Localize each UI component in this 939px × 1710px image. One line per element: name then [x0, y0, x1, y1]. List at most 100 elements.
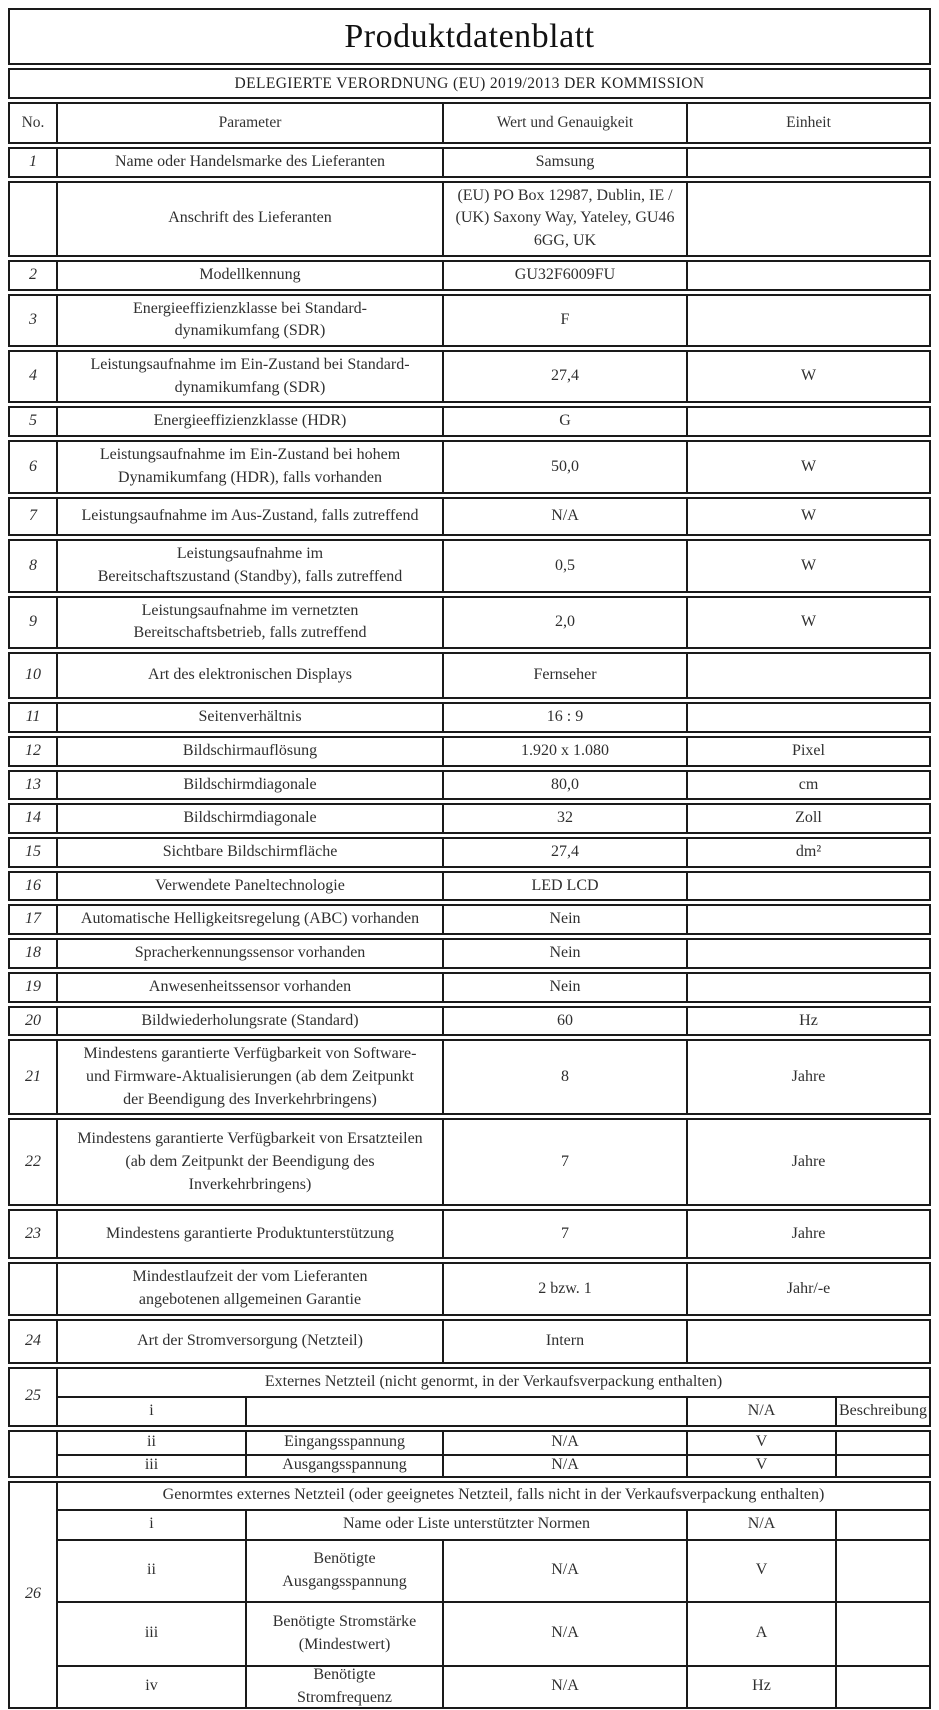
column-header-no: No. — [21, 114, 45, 131]
cell-parameter: Name oder Handelsmarke des Lieferanten — [56, 149, 442, 176]
table-row: 17 Automatische Helligkeitsregelung (ABC… — [8, 904, 931, 936]
cell-unit: Zoll — [686, 805, 929, 832]
cell-unit — [686, 940, 929, 967]
cell-value: (EU) PO Box 12987, Dublin, IE / (UK) Sax… — [442, 182, 686, 255]
cell-value: 2 bzw. 1 — [442, 1264, 686, 1314]
cell-sublabel: ii — [56, 1431, 245, 1454]
cell-parameter: Leistungsaufnahme im Ein-Zustand bei Sta… — [56, 352, 442, 402]
cell-no: 9 — [29, 612, 37, 630]
cell-parameter: Seitenverhältnis — [56, 704, 442, 731]
cell-unit: V — [686, 1431, 835, 1454]
cell-value: 0,5 — [442, 541, 686, 591]
cell-no: 12 — [25, 741, 41, 759]
cell-description — [835, 1664, 929, 1707]
cell-value: 8 — [442, 1041, 686, 1114]
cell-parameter: Spracherkennungssensor vorhanden — [56, 940, 442, 967]
cell-parameter: Bildschirmdiagonale — [56, 771, 442, 799]
cell-parameter: Benötigte Stromstärke (Mindestwert) — [245, 1600, 442, 1665]
cell-unit: Hz — [686, 1007, 929, 1035]
table-row: 11 Seitenverhältnis 16 : 9 — [8, 702, 931, 733]
cell-value: Samsung — [442, 149, 686, 176]
product-datasheet: Produktdatenblatt DELEGIERTE VERORDNUNG … — [8, 8, 931, 1709]
cell-unit: Jahre — [686, 1211, 929, 1258]
cell-no: 6 — [29, 457, 37, 475]
table-row: 15 Sichtbare Bildschirmfläche 27,4 dm² — [8, 836, 931, 868]
cell-no: 15 — [25, 842, 41, 860]
cell-parameter: Leistungsaufnahme im vernetzten Bereitsc… — [56, 597, 442, 648]
cell-unit — [686, 149, 929, 176]
cell-no: 7 — [29, 507, 37, 525]
cell-no: 11 — [25, 708, 41, 726]
cell-value: F — [442, 295, 686, 346]
cell-unit — [686, 261, 929, 289]
cell-unit — [686, 182, 929, 255]
cell-value: N/A — [686, 1395, 835, 1425]
cell-unit: Hz — [686, 1664, 835, 1707]
cell-unit: W — [686, 442, 929, 493]
cell-value: 60 — [442, 1007, 686, 1035]
cell-value: G — [442, 408, 686, 436]
cell-unit: W — [686, 541, 929, 591]
cell-parameter: Bildschirmdiagonale — [56, 805, 442, 832]
cell-unit: Jahre — [686, 1120, 929, 1205]
table-row: Anschrift des Lieferanten (EU) PO Box 12… — [8, 180, 931, 257]
cell-sublabel: iv — [56, 1664, 245, 1707]
cell-unit: V — [686, 1538, 835, 1601]
cell-unit: V — [686, 1453, 835, 1476]
cell-unit: Jahre — [686, 1041, 929, 1114]
cell-value: N/A — [442, 1453, 686, 1476]
cell-sublabel: ii — [56, 1538, 245, 1601]
cell-value: LED LCD — [442, 872, 686, 900]
cell-value: 80,0 — [442, 771, 686, 799]
cell-parameter: Mindestlaufzeit der vom Lieferanten ange… — [56, 1264, 442, 1314]
table-row: 22 Mindestens garantierte Verfügbarkeit … — [8, 1118, 931, 1207]
cell-unit — [686, 872, 929, 900]
table-row: 8 Leistungsaufnahme im Bereitschaftszust… — [8, 539, 931, 593]
cell-no: 16 — [25, 876, 41, 894]
cell-parameter: Mindestens garantierte Verfügbarkeit von… — [56, 1041, 442, 1114]
cell-parameter: Leistungsaufnahme im Ein-Zustand bei hoh… — [56, 442, 442, 493]
table-row: 18 Spracherkennungssensor vorhanden Nein — [8, 938, 931, 969]
cell-parameter: Eingangsspannung — [245, 1431, 442, 1454]
cell-value: 32 — [442, 805, 686, 832]
cell-parameter: Energieeffizienzklasse bei Standard- dyn… — [56, 295, 442, 346]
cell-value: GU32F6009FU — [442, 261, 686, 289]
cell-no: 8 — [29, 556, 37, 574]
table-row: 21 Mindestens garantierte Verfügbarkeit … — [8, 1039, 931, 1116]
cell-parameter — [245, 1395, 686, 1425]
table-row: 16 Verwendete Paneltechnologie LED LCD — [8, 870, 931, 902]
cell-no — [10, 1432, 56, 1476]
cell-no: 4 — [29, 367, 37, 385]
cell-value: Nein — [442, 906, 686, 934]
cell-no: 21 — [25, 1067, 41, 1085]
cell-no — [10, 1264, 56, 1313]
column-header-row: No. Parameter Wert und Genauigkeit Einhe… — [8, 102, 931, 144]
cell-parameter: Benötigte Ausgangsspannung — [245, 1538, 442, 1601]
cell-value: Fernseher — [442, 654, 686, 698]
table-row: 19 Anwesenheitssensor vorhanden Nein — [8, 971, 931, 1003]
table-row: 13 Bildschirmdiagonale 80,0 cm — [8, 769, 931, 801]
cell-unit — [686, 295, 929, 346]
cell-no: 2 — [29, 265, 37, 283]
cell-sublabel: iii — [56, 1453, 245, 1476]
column-header-parameter: Parameter — [56, 104, 442, 142]
table-row: 23 Mindestens garantierte Produktunterst… — [8, 1209, 931, 1260]
cell-value: N/A — [442, 499, 686, 535]
cell-value: N/A — [442, 1664, 686, 1707]
cell-value: 1.920 x 1.080 — [442, 737, 686, 765]
cell-parameter: Leistungsaufnahme im Aus-Zustand, falls … — [56, 499, 442, 535]
cell-value: Intern — [442, 1320, 686, 1362]
cell-parameter: Art der Stromversorgung (Netzteil) — [56, 1320, 442, 1362]
cell-description — [835, 1431, 929, 1454]
table-row: 6 Leistungsaufnahme im Ein-Zustand bei h… — [8, 440, 931, 495]
cell-value: N/A — [442, 1538, 686, 1601]
section-25-rows-group: ii Eingangsspannung N/A V iii Ausgangssp… — [8, 1429, 931, 1478]
cell-value: 27,4 — [442, 838, 686, 866]
cell-value: 27,4 — [442, 352, 686, 402]
cell-no: 23 — [25, 1225, 41, 1243]
cell-unit: Jahr/-e — [686, 1264, 929, 1314]
table-row: 20 Bildwiederholungsrate (Standard) 60 H… — [8, 1005, 931, 1037]
cell-sublabel: i — [56, 1395, 245, 1425]
cell-no: 26 — [25, 1585, 41, 1603]
regulation-text: DELEGIERTE VERORDNUNG (EU) 2019/2013 DER… — [234, 74, 705, 92]
